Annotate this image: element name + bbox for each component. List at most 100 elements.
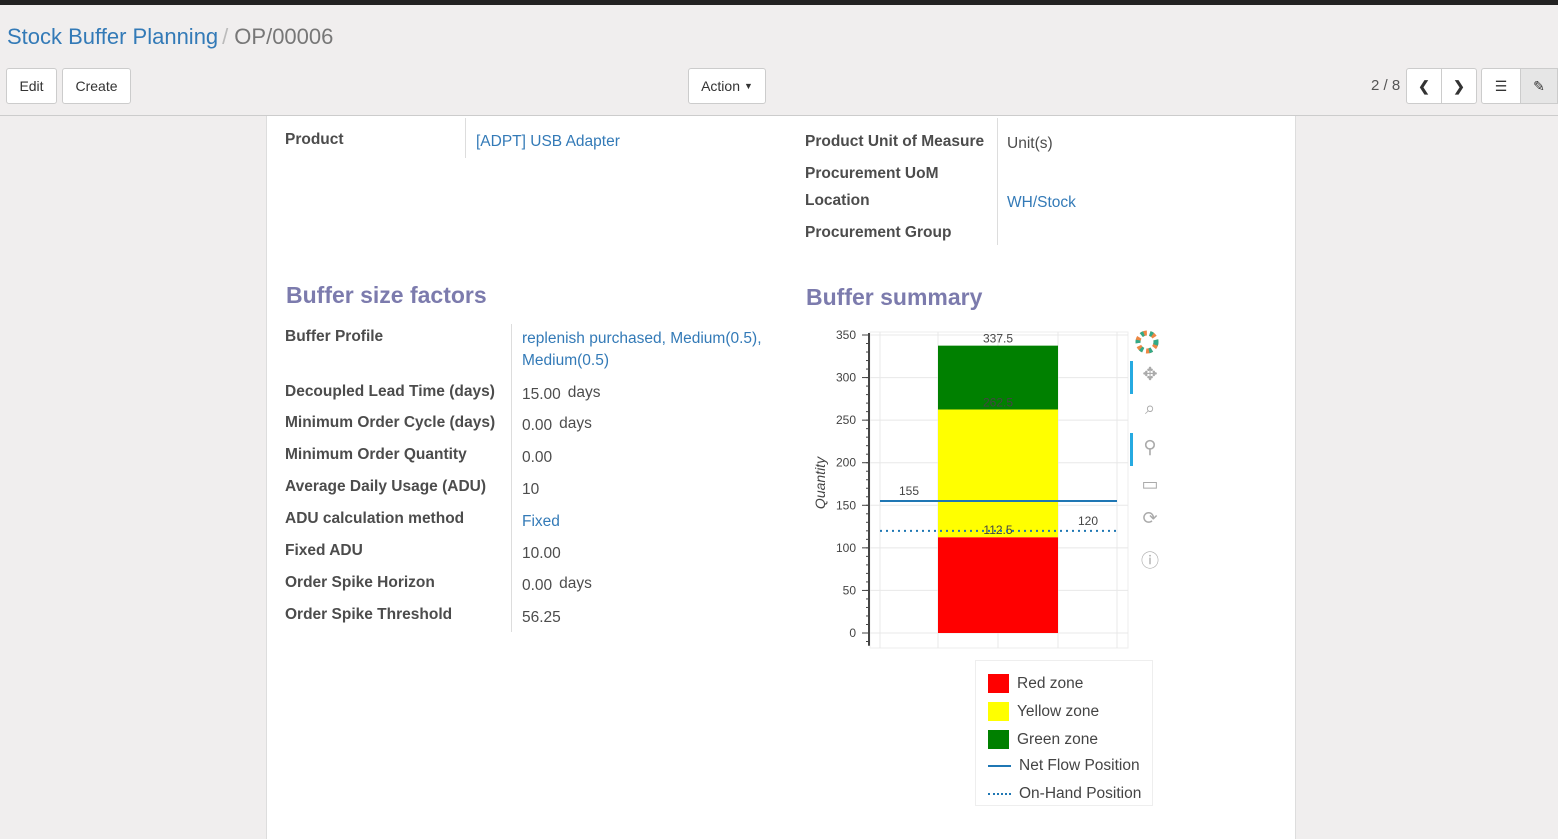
factor-value: 56.25 xyxy=(522,609,561,627)
legend-label: On-Hand Position xyxy=(1019,785,1142,802)
edit-form-icon: ✎ xyxy=(1533,77,1545,94)
factors-title: Buffer size factors xyxy=(286,282,487,308)
uom-value: Unit(s) xyxy=(1007,135,1053,152)
factor-label: Order Spike Horizon xyxy=(285,574,435,591)
box-zoom-icon[interactable]: ⌕ xyxy=(1144,398,1156,418)
position-label: 155 xyxy=(899,484,919,498)
value-text: Fixed xyxy=(522,513,560,530)
green-swatch xyxy=(988,730,1009,749)
summary-title: Buffer summary xyxy=(806,284,983,310)
value-text: 0.00 xyxy=(522,577,553,594)
value-text: 56.25 xyxy=(522,609,561,626)
yellow-swatch xyxy=(988,702,1009,721)
zone-bar-green-zone xyxy=(938,345,1058,410)
chart-legend: Red zone Yellow zone Green zone Net Flow… xyxy=(975,660,1153,806)
zone-label: 262.5 xyxy=(983,396,1013,410)
factor-value: 15.00 days xyxy=(522,384,601,404)
chevron-left-icon: ❮ xyxy=(1418,77,1430,94)
y-tick-label: 200 xyxy=(836,456,856,470)
factor-value: 10 xyxy=(522,481,539,499)
y-tick-label: 300 xyxy=(836,371,856,385)
zone-bar-red-zone xyxy=(938,537,1058,633)
next-button[interactable]: ❯ xyxy=(1441,68,1477,104)
legend-netflow: Net Flow Position xyxy=(988,757,1140,775)
product-label: Product xyxy=(285,131,344,148)
pan-icon[interactable]: ✥ xyxy=(1142,364,1158,384)
factor-label: Minimum Order Quantity xyxy=(285,446,467,463)
solid-line-swatch xyxy=(988,765,1011,767)
chevron-right-icon: ❯ xyxy=(1453,77,1465,94)
unit-text: days xyxy=(559,415,592,432)
y-tick-label: 100 xyxy=(836,541,856,555)
factor-value[interactable]: replenish purchased, Medium(0.5), Medium… xyxy=(522,328,782,372)
control-panel: Stock Buffer Planning / OP/00006 xyxy=(0,5,1558,116)
value-text: 0.00 xyxy=(522,449,553,466)
list-icon: ☰ xyxy=(1494,77,1508,94)
factor-value: 0.00 days xyxy=(522,415,592,435)
zone-bar-yellow-zone xyxy=(938,409,1058,538)
location-link[interactable]: WH/Stock xyxy=(1007,194,1076,211)
dotted-line-swatch xyxy=(988,793,1011,795)
edit-button[interactable]: Edit xyxy=(6,68,57,104)
breadcrumb-parent[interactable]: Stock Buffer Planning xyxy=(7,24,219,49)
location-label: Location xyxy=(805,192,870,209)
unit-text: days xyxy=(559,575,592,592)
value-text: 15.00 xyxy=(522,386,561,403)
action-dropdown[interactable]: Action ▼ xyxy=(688,68,766,104)
save-icon[interactable]: ▭ xyxy=(1141,474,1159,494)
unit-text: days xyxy=(567,384,601,401)
divider xyxy=(511,324,512,632)
factor-label: Fixed ADU xyxy=(285,542,363,559)
y-tick-label: 50 xyxy=(843,583,857,597)
proc-uom-label: Procurement UoM xyxy=(805,165,939,182)
y-tick-label: 250 xyxy=(836,413,856,427)
y-tick-label: 350 xyxy=(836,328,856,342)
divider xyxy=(465,118,466,158)
y-tick-label: 150 xyxy=(836,498,856,512)
factor-value: 0.00 days xyxy=(522,575,592,595)
uom-label: Product Unit of Measure xyxy=(805,133,985,150)
list-view-button[interactable]: ☰ xyxy=(1481,68,1521,104)
divider xyxy=(997,118,998,245)
factor-label: ADU calculation method xyxy=(285,510,465,527)
top-bar xyxy=(0,0,1558,5)
wheel-zoom-icon[interactable]: ⚲ xyxy=(1143,437,1157,457)
breadcrumb: Stock Buffer Planning / OP/00006 xyxy=(7,24,334,49)
red-swatch xyxy=(988,674,1009,693)
value-text: 10 xyxy=(522,481,540,498)
pager-value: 2 / 8 xyxy=(1371,77,1401,94)
factor-label: Average Daily Usage (ADU) xyxy=(285,478,486,495)
create-button[interactable]: Create xyxy=(62,68,131,104)
factor-label: Buffer Profile xyxy=(285,328,384,345)
legend-green: Green zone xyxy=(988,730,1098,749)
position-label: 120 xyxy=(1078,514,1098,528)
factor-value: 10.00 xyxy=(522,545,561,563)
zone-label: 337.5 xyxy=(983,332,1013,346)
zone-label: 112.5 xyxy=(983,523,1012,537)
factor-label: Minimum Order Cycle (days) xyxy=(285,414,496,431)
value-text: 10.00 xyxy=(522,545,561,562)
legend-label: Yellow zone xyxy=(1017,702,1100,720)
factor-value: 0.00 xyxy=(522,449,552,467)
caret-down-icon: ▼ xyxy=(744,81,753,91)
product-link[interactable]: [ADPT] USB Adapter xyxy=(476,133,620,150)
form-view-button[interactable]: ✎ xyxy=(1520,68,1558,104)
factor-label: Order Spike Threshold xyxy=(285,606,453,623)
factor-label: Decoupled Lead Time (days) xyxy=(285,383,495,400)
legend-red: Red zone xyxy=(988,674,1083,693)
y-tick-label: 0 xyxy=(849,626,856,640)
action-label: Action xyxy=(701,78,740,94)
legend-onhand: On-Hand Position xyxy=(988,785,1141,803)
active-tool-indicator xyxy=(1130,433,1133,466)
legend-label: Green zone xyxy=(1017,730,1098,748)
reset-icon[interactable]: ⟳ xyxy=(1142,508,1158,528)
bokeh-logo-icon[interactable] xyxy=(1135,330,1159,359)
value-text: replenish purchased, Medium(0.5), Medium… xyxy=(522,330,762,369)
factor-value[interactable]: Fixed xyxy=(522,513,560,531)
buffer-chart: 0 50 100 150 200 250 300 350 Quantity 112.5 262.5 3… xyxy=(812,328,1129,649)
help-icon[interactable]: ⓘ xyxy=(1141,551,1159,571)
previous-button[interactable]: ❮ xyxy=(1406,68,1442,104)
breadcrumb-current: OP/00006 xyxy=(234,24,334,49)
legend-label: Red zone xyxy=(1017,674,1084,692)
active-tool-indicator xyxy=(1130,361,1133,394)
